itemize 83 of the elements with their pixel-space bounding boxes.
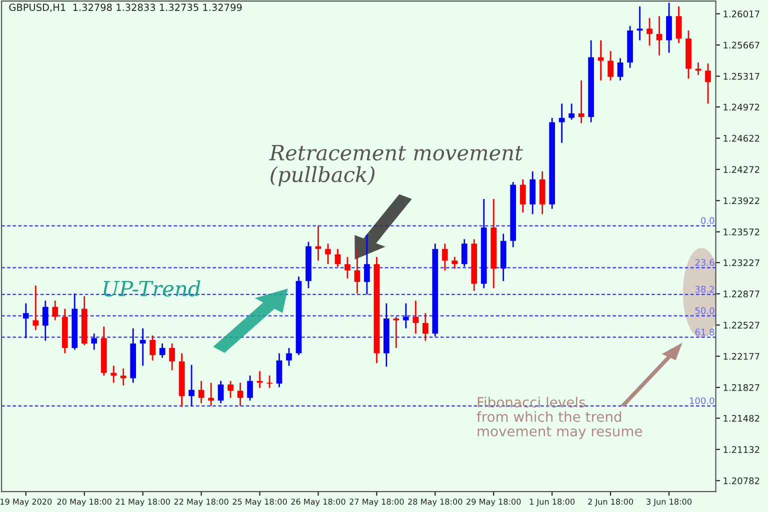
candlestick	[354, 248, 360, 294]
y-tick-label: 1.26017	[724, 10, 760, 18]
annotation: 38.2	[695, 286, 714, 293]
y-tick-label: 1.23227	[724, 259, 760, 266]
candlestick	[393, 316, 400, 349]
y-tick-label: 1.24272	[724, 166, 760, 173]
candlestick	[334, 248, 341, 268]
candlestick	[266, 374, 272, 389]
candlestick	[237, 382, 244, 407]
candlestick	[598, 40, 604, 82]
candlestick	[412, 300, 419, 334]
candlestick	[286, 347, 292, 366]
chart-title: GBPUSD,H1 1.32798 1.32833 1.32735 1.32799	[9, 4, 242, 12]
candlestick	[578, 80, 584, 124]
y-tick-label: 1.22527	[724, 322, 760, 329]
candlestick	[617, 57, 624, 82]
y-tick-label: 1.25317	[724, 72, 760, 80]
x-tick-label: 28 May 18:00	[408, 498, 462, 506]
x-tick-label: 27 May 18:00	[350, 498, 404, 506]
y-tick-label: 1.25667	[724, 42, 760, 49]
x-tick-label: 1 Jun 18:00	[530, 498, 575, 506]
candlestick	[22, 302, 29, 339]
annotation: 0.0	[701, 217, 714, 224]
x-tick-label: 25 May 18:00	[232, 498, 287, 506]
x-tick-label: 3 Jun 18:00	[646, 498, 692, 506]
candlestick	[52, 300, 58, 321]
annotation: 61.8	[695, 328, 714, 336]
y-tick-label: 1.23572	[724, 228, 760, 236]
candlestick	[364, 234, 370, 296]
candlestick	[140, 328, 146, 366]
annotation: 23.6	[695, 259, 714, 266]
y-tick-label: 1.24972	[724, 104, 760, 111]
candlestick	[646, 17, 652, 46]
y-tick-label: 1.23922	[724, 197, 760, 204]
y-tick-label: 1.24622	[724, 134, 760, 142]
candlestick	[208, 382, 214, 407]
annotation: UP-Trend	[104, 280, 200, 296]
candlestick	[276, 352, 282, 388]
x-tick-label: 2 Jun 18:00	[588, 498, 634, 506]
x-tick-label: 21 May 18:00	[116, 498, 170, 506]
y-tick-label: 1.22877	[724, 290, 760, 298]
candlestick	[110, 365, 117, 384]
candlestick	[422, 312, 428, 342]
candlestick	[120, 368, 126, 386]
x-tick-label: 29 May 18:00	[466, 498, 521, 506]
candlestick	[461, 238, 468, 268]
candlestick	[656, 15, 662, 56]
annotation: Retracement movement (pullback)	[269, 145, 523, 186]
annotation: 50.0	[695, 307, 714, 314]
annotation: 100.0	[690, 397, 714, 404]
candlestick	[198, 380, 204, 404]
candlestick	[520, 178, 526, 214]
candlestick	[705, 62, 711, 104]
x-tick-label: 19 May 2020	[0, 498, 52, 506]
candlestick	[42, 300, 48, 342]
candlestick	[636, 6, 643, 41]
candlestick	[568, 102, 574, 120]
candlestick	[452, 256, 458, 270]
candlestick	[159, 342, 166, 358]
candlestick	[402, 302, 409, 330]
candlestick	[169, 342, 175, 371]
y-tick-label: 1.21482	[724, 414, 760, 422]
candlestick	[558, 102, 565, 144]
annotation: Fibonacci levels from which the trend movement may resume	[476, 396, 642, 440]
candlestick	[188, 364, 194, 407]
candlestick	[676, 6, 682, 44]
x-tick-label: 26 May 18:00	[291, 498, 346, 506]
candlestick	[442, 242, 448, 272]
candlestick	[150, 334, 156, 362]
candlestick	[32, 284, 39, 331]
y-tick-label: 1.21827	[724, 384, 760, 392]
x-tick-label: 20 May 18:00	[57, 498, 112, 506]
y-tick-label: 1.21132	[724, 446, 760, 453]
x-tick-label: 22 May 18:00	[174, 498, 228, 506]
candlestick	[228, 380, 234, 399]
candlestick	[325, 242, 331, 265]
candlestick	[91, 332, 98, 350]
candlestick	[218, 380, 224, 404]
candlestick	[608, 50, 614, 82]
y-tick-label: 1.22177	[724, 352, 760, 360]
candlestick	[247, 374, 253, 402]
y-tick-label: 1.20782	[724, 477, 760, 484]
candlestick	[344, 256, 350, 280]
